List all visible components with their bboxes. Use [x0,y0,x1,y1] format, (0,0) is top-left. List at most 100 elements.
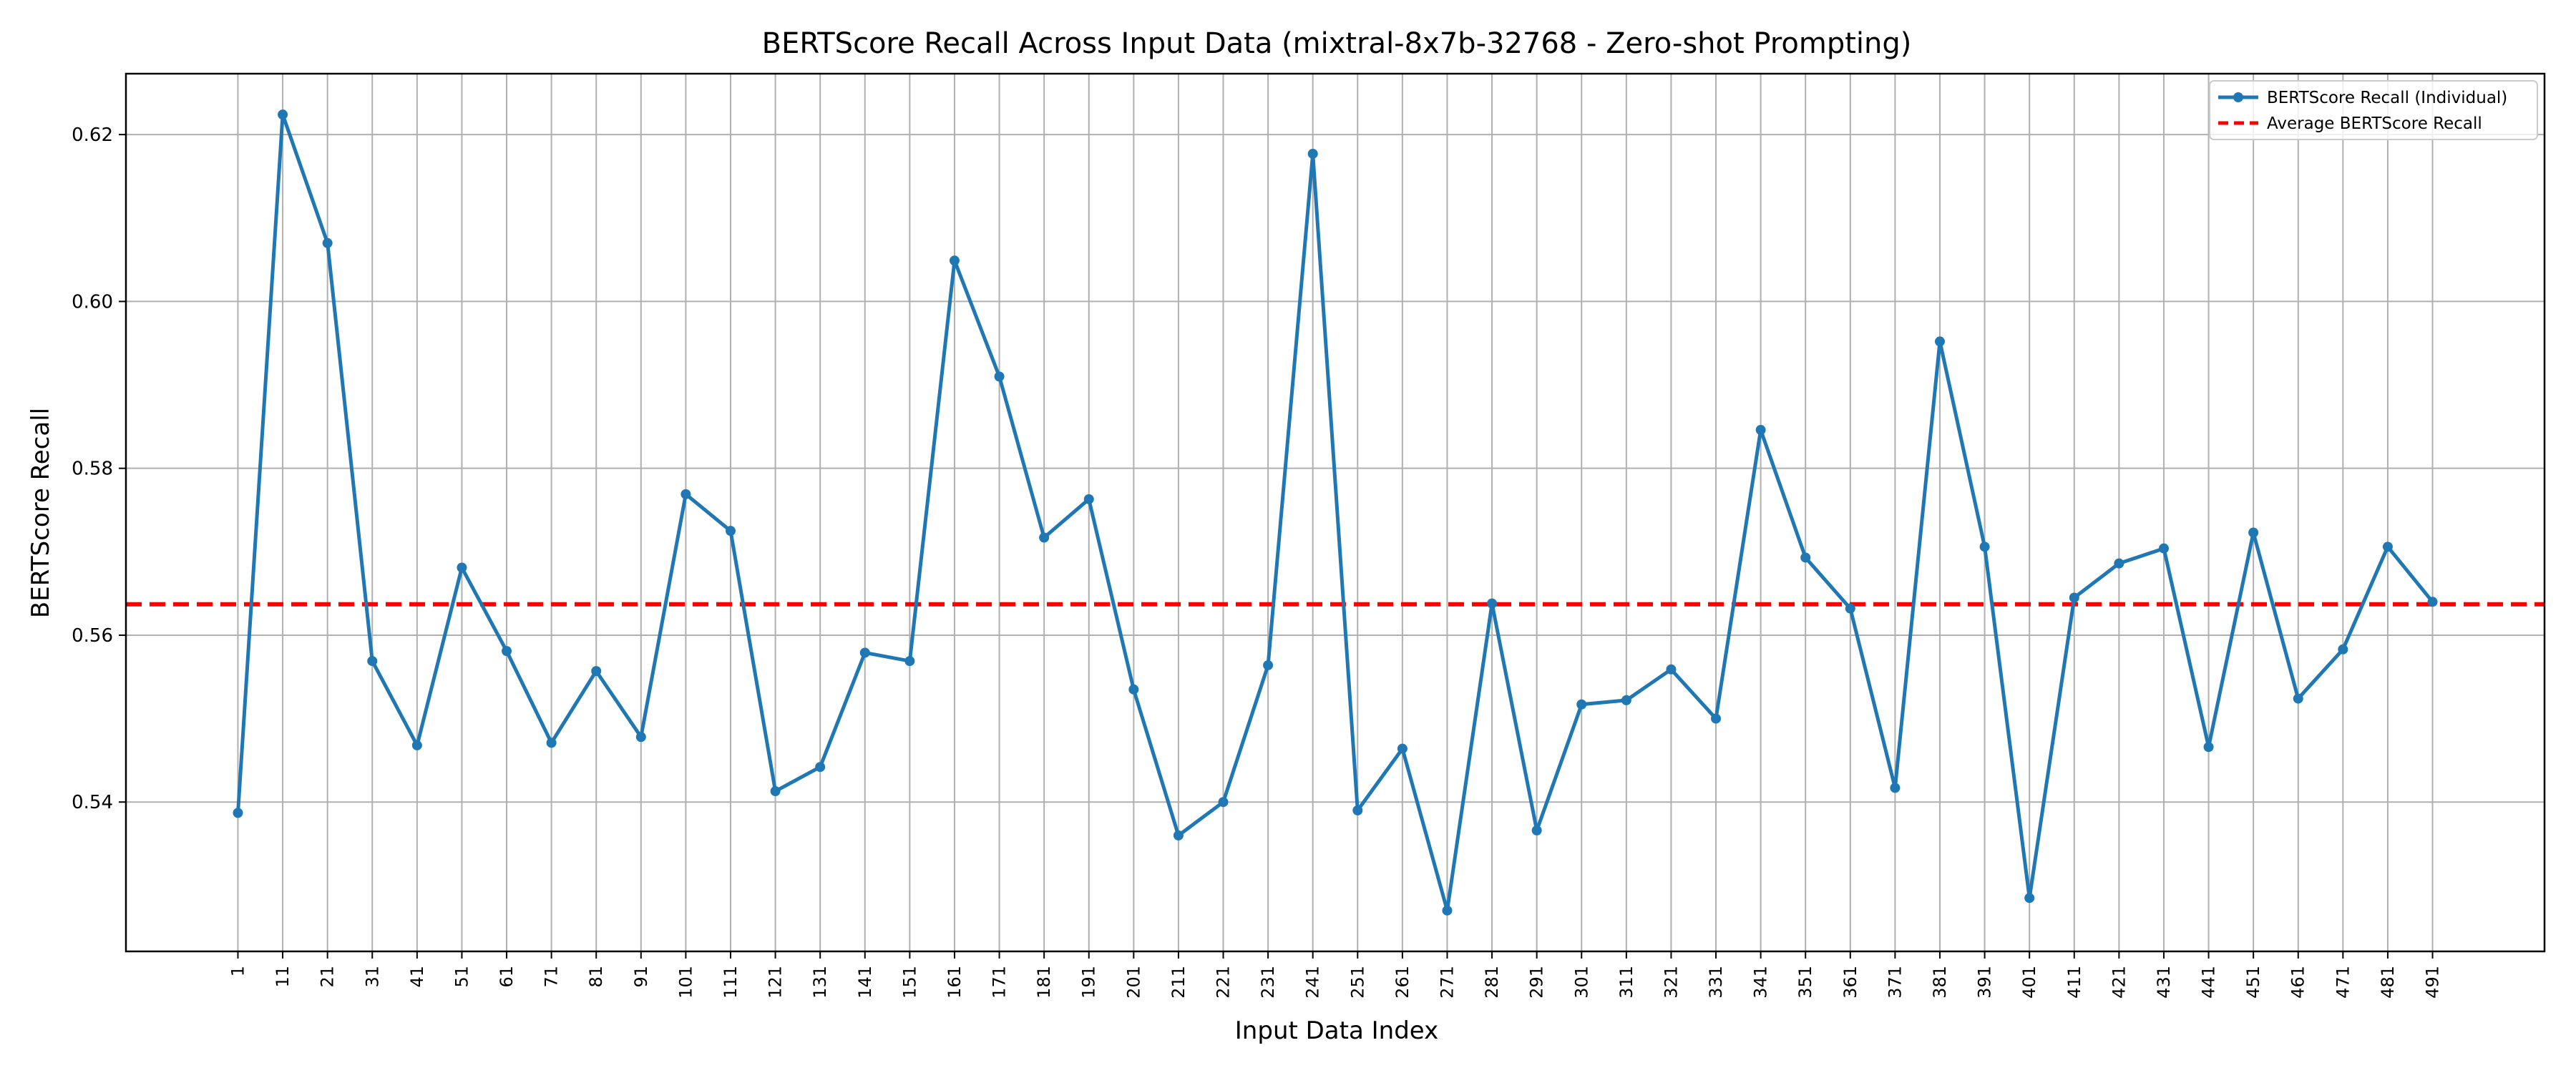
x-tick-label: 431 [2154,966,2174,999]
x-tick-label: 441 [2199,966,2219,999]
x-tick-label: 91 [631,966,651,988]
data-point [2024,893,2035,903]
chart-title: BERTScore Recall Across Input Data (mixt… [762,27,1912,60]
data-point [2248,527,2259,538]
x-tick-label: 311 [1616,966,1636,999]
data-point [859,647,870,658]
data-point [1531,825,1542,836]
x-tick-label: 281 [1482,966,1502,999]
data-point [367,656,378,667]
x-tick-label: 201 [1123,966,1143,999]
legend-box [2209,80,2538,140]
data-point [457,562,467,573]
data-point [1800,552,1811,563]
x-tick-label: 491 [2423,966,2443,999]
x-tick-label: 41 [407,966,427,988]
x-tick-label: 421 [2109,966,2129,999]
y-tick-label: 0.54 [72,792,113,813]
data-point [278,109,288,120]
data-point [2427,597,2438,607]
y-tick-label: 0.56 [72,625,113,647]
x-tick-label: 291 [1527,966,1547,999]
y-tick-label: 0.60 [72,291,113,313]
x-tick-label: 51 [452,966,472,988]
data-point [726,526,736,536]
x-tick-label: 101 [675,966,696,999]
x-tick-label: 31 [362,966,382,988]
data-point [322,237,333,248]
x-tick-label: 461 [2288,966,2308,999]
x-tick-label: 411 [2064,966,2084,999]
x-tick-label: 71 [542,966,562,988]
y-axis-label: BERTScore Recall [26,408,55,618]
series-line-individual [236,112,2434,913]
data-point [233,808,243,818]
data-point [1307,148,1318,159]
data-point [1576,699,1587,710]
x-tick-label: 161 [945,966,965,999]
data-point [591,666,602,677]
x-tick-label: 11 [273,966,293,988]
x-tick-label: 321 [1661,966,1681,999]
y-tick-label: 0.62 [72,124,113,146]
data-point [1083,494,1094,504]
legend-marker-individual [2233,92,2243,102]
data-point [994,371,1005,382]
x-tick-label: 121 [766,966,786,999]
data-point [949,255,960,266]
data-point [2382,542,2393,552]
data-point [2114,558,2124,569]
data-point [770,786,781,797]
x-tick-label: 141 [855,966,875,999]
data-point [2069,592,2079,603]
data-point [1711,713,1722,724]
x-tick-label: 391 [1975,966,1995,999]
x-tick-label: 351 [1795,966,1815,999]
x-axis-ticks: 1 11 21 31 41 51 61 71 81 91 101 111 121 131 141 151 161… [228,951,2443,999]
data-point [411,740,422,750]
data-point [2203,742,2214,753]
x-tick-label: 181 [1034,966,1054,999]
x-tick-label: 481 [2378,966,2398,999]
data-point [1935,336,1945,347]
data-point [1979,542,1990,552]
x-tick-label: 1 [228,966,248,976]
x-tick-label: 361 [1840,966,1860,999]
x-tick-label: 171 [990,966,1010,999]
x-tick-label: 451 [2243,966,2263,999]
data-point [1263,660,1274,670]
data-point [635,732,646,743]
data-point [1352,805,1363,815]
x-tick-label: 251 [1347,966,1367,999]
data-point [680,489,691,499]
x-tick-label: 221 [1214,966,1234,999]
data-point [1666,664,1677,675]
data-point [546,738,557,748]
x-tick-label: 301 [1571,966,1591,999]
legend-label-individual: BERTScore Recall (Individual) [2267,89,2507,107]
data-point [1218,797,1229,808]
x-axis-label: Input Data Index [1235,1016,1438,1045]
x-tick-label: 151 [899,966,919,999]
data-point [502,646,512,657]
data-point [2338,644,2348,655]
data-point [1487,598,1498,609]
data-point [904,656,915,667]
x-tick-label: 61 [497,966,517,988]
data-point [1128,684,1139,695]
data-point [1755,425,1766,436]
data-point [1039,532,1050,543]
data-point [2293,693,2303,704]
x-tick-label: 401 [2019,966,2039,999]
data-point [1621,695,1631,705]
x-tick-label: 341 [1751,966,1771,999]
legend: BERTScore Recall (Individual) Average BE… [2209,80,2538,140]
data-point [2158,543,2169,554]
plot-area-frame [125,72,2546,953]
x-tick-label: 381 [1930,966,1950,999]
x-tick-label: 371 [1885,966,1905,999]
data-point [815,762,826,773]
data-point [1890,783,1901,793]
